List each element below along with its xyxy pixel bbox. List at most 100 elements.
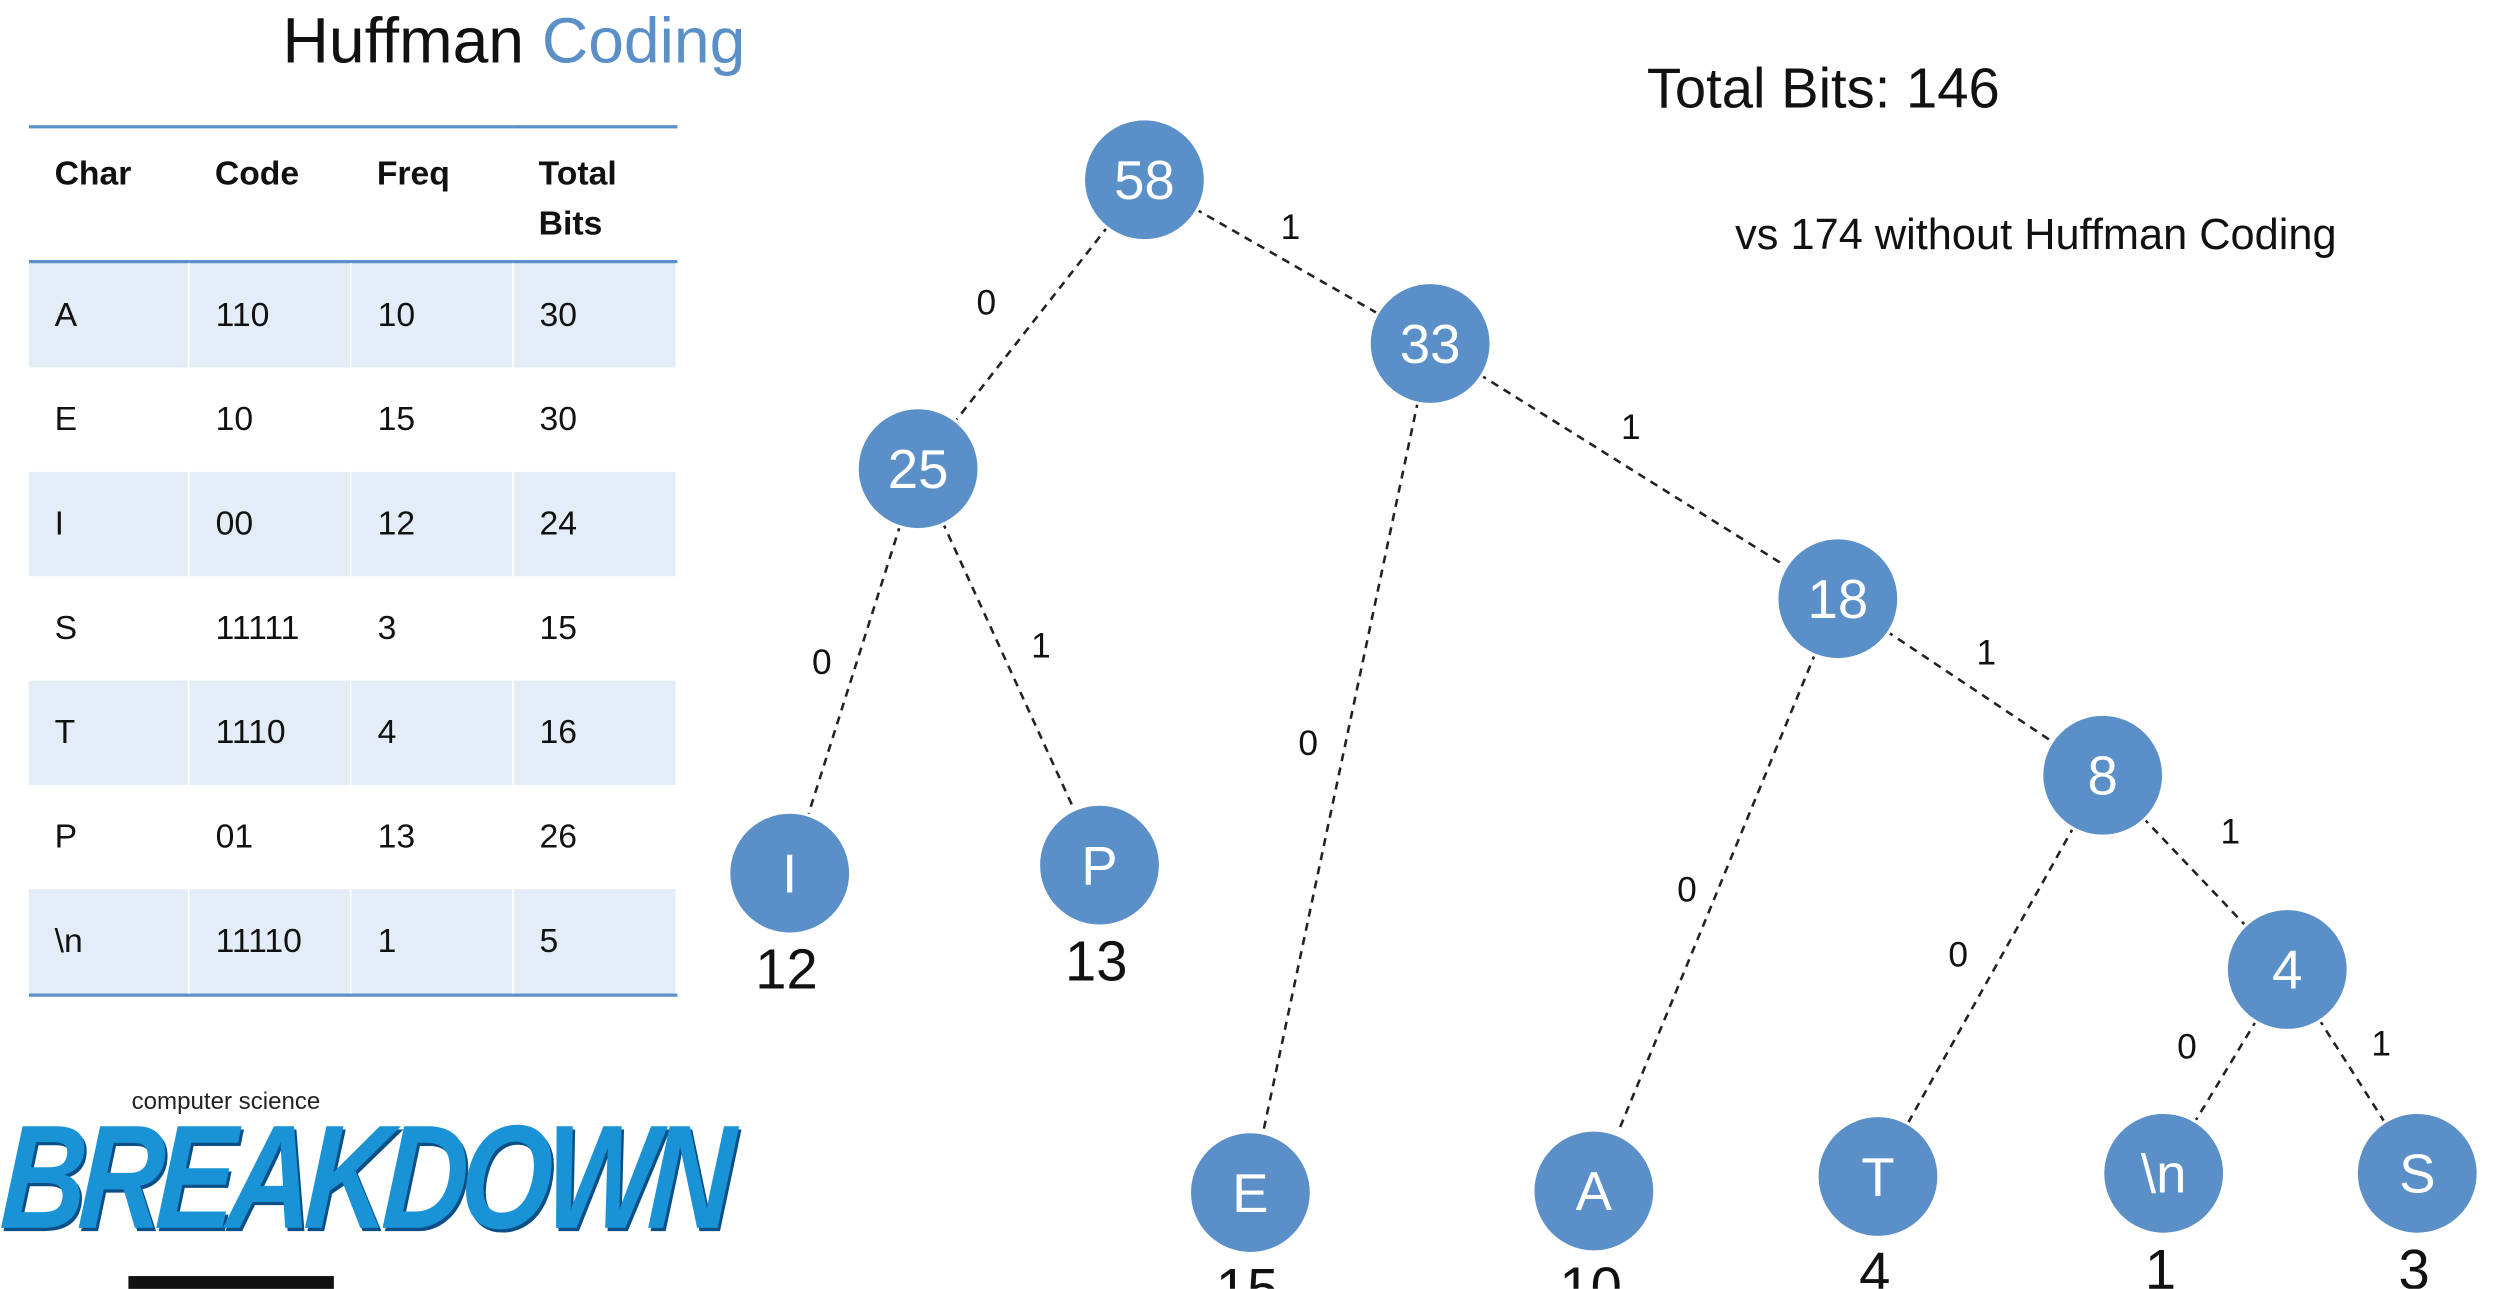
leaf-frequency: 1 bbox=[2145, 1238, 2176, 1289]
header-code: Code bbox=[189, 125, 352, 264]
table-row: T 1110 4 16 bbox=[28, 680, 678, 785]
cell-freq: 12 bbox=[351, 471, 514, 577]
leaf-frequency: 13 bbox=[1065, 930, 1127, 993]
leaf-node: P 13 bbox=[1036, 802, 1163, 993]
cell-freq: 4 bbox=[351, 680, 514, 785]
node-label: A bbox=[1576, 1161, 1613, 1222]
node-label: 25 bbox=[888, 439, 949, 500]
cell-char: S bbox=[28, 576, 190, 681]
cell-code: 10 bbox=[189, 367, 352, 472]
edge-bit-label: 1 bbox=[1281, 208, 1301, 247]
cell-char: I bbox=[28, 471, 190, 577]
title-word-huffman: Huffman bbox=[282, 6, 524, 78]
table-row: E 10 15 30 bbox=[28, 367, 678, 472]
page-title: Huffman Coding bbox=[282, 6, 745, 78]
node-label: P bbox=[1081, 835, 1117, 896]
edge-bit-label: 1 bbox=[1031, 626, 1051, 665]
node-circle bbox=[2101, 1110, 2227, 1236]
tree-edge bbox=[1592, 598, 1840, 1192]
leaf-frequency: 4 bbox=[1859, 1241, 1890, 1289]
node-label: 33 bbox=[1400, 314, 1461, 375]
leaf-node: A 10 bbox=[1531, 1128, 1657, 1289]
node-circle bbox=[1367, 280, 1493, 407]
code-table: Char Code Freq Total Bits A 110 10 30 E 10 15 3… bbox=[28, 125, 678, 997]
tree-edge bbox=[1429, 342, 1839, 600]
cell-total-bits: 24 bbox=[513, 471, 678, 577]
edge-bit-label: 1 bbox=[1621, 408, 1641, 447]
logo-top-text: computer science bbox=[131, 1088, 321, 1116]
edge-bit-label: 0 bbox=[1948, 935, 1968, 974]
table-row: P 01 13 26 bbox=[28, 784, 678, 890]
leaf-frequency: 10 bbox=[1559, 1256, 1621, 1289]
leaf-frequency: 15 bbox=[1216, 1257, 1278, 1289]
table-row: A 110 10 30 bbox=[28, 261, 678, 368]
internal-node: 58 bbox=[1081, 117, 1208, 243]
cell-char: T bbox=[28, 680, 190, 785]
node-label: 18 bbox=[1807, 569, 1868, 630]
leaf-frequency: 3 bbox=[2398, 1238, 2429, 1289]
node-label: E bbox=[1232, 1163, 1268, 1224]
table-row: \n 11110 1 5 bbox=[28, 889, 678, 997]
total-bits-label: Total Bits: 146 bbox=[1646, 57, 2000, 121]
tree-edge bbox=[1249, 343, 1432, 1193]
tree-edge bbox=[1876, 774, 2104, 1178]
cell-total-bits: 30 bbox=[513, 367, 678, 472]
cell-total-bits: 30 bbox=[513, 261, 678, 368]
cell-code: 110 bbox=[189, 261, 352, 368]
cell-char: A bbox=[28, 261, 190, 368]
cell-char: P bbox=[28, 784, 190, 890]
cell-freq: 13 bbox=[351, 784, 514, 890]
node-circle bbox=[1815, 1113, 1941, 1240]
leaf-node: S3 bbox=[2354, 1110, 2480, 1289]
node-label: T bbox=[1861, 1147, 1894, 1208]
leaf-frequency: 12 bbox=[755, 938, 817, 1001]
node-circle bbox=[1531, 1128, 1657, 1254]
table-row: S 11111 3 15 bbox=[28, 576, 678, 681]
header-total-bits: Total Bits bbox=[513, 125, 677, 264]
tree-edge bbox=[1143, 178, 1431, 345]
edge-bit-label: 0 bbox=[977, 284, 997, 323]
node-circle bbox=[855, 406, 981, 532]
cell-total-bits: 26 bbox=[513, 784, 678, 890]
cell-freq: 3 bbox=[351, 576, 514, 681]
title-word-coding: Coding bbox=[541, 6, 746, 78]
cell-code: 11110 bbox=[189, 889, 352, 997]
comparison-label: vs 174 without Huffman Coding bbox=[1735, 210, 2337, 259]
internal-node: 33 bbox=[1367, 280, 1493, 407]
leaf-node: E 15 bbox=[1187, 1129, 1313, 1289]
node-circle bbox=[1775, 536, 1901, 662]
edge-bit-label: 1 bbox=[2371, 1024, 2391, 1063]
tree-edge bbox=[2286, 968, 2419, 1175]
tree-edges: 0 1 0 1 0 1 0 1 0 1 0 1 bbox=[788, 178, 2419, 1193]
node-circle bbox=[727, 810, 853, 936]
cell-freq: 10 bbox=[351, 261, 514, 368]
node-label: 4 bbox=[2272, 940, 2302, 1001]
cell-total-bits: 5 bbox=[513, 889, 678, 997]
node-label: 58 bbox=[1114, 150, 1175, 211]
edge-bit-label: 0 bbox=[1677, 870, 1697, 909]
internal-node: 25 bbox=[855, 406, 981, 532]
edge-bit-label: 0 bbox=[812, 643, 832, 682]
table-header-row: Char Code Freq Total Bits bbox=[28, 125, 677, 264]
header-char: Char bbox=[28, 125, 190, 264]
tree-edge bbox=[916, 468, 1101, 866]
cell-total-bits: 15 bbox=[513, 576, 678, 681]
edge-bit-label: 1 bbox=[1976, 634, 1996, 673]
node-label: 8 bbox=[2088, 746, 2118, 807]
node-label: I bbox=[782, 843, 797, 904]
cell-code: 1110 bbox=[189, 680, 352, 785]
table-row: I 00 12 24 bbox=[28, 471, 678, 577]
node-label: S bbox=[2399, 1144, 2435, 1205]
node-label: \n bbox=[2141, 1144, 2187, 1205]
internal-node: 8 bbox=[2040, 712, 2166, 838]
node-circle bbox=[2224, 906, 2350, 1033]
cell-freq: 15 bbox=[351, 367, 514, 472]
node-circle bbox=[1036, 802, 1163, 928]
cell-char: E bbox=[28, 367, 190, 472]
cell-char: \n bbox=[28, 889, 190, 997]
leaf-node: T4 bbox=[1815, 1113, 1941, 1289]
internal-node: 18 bbox=[1775, 536, 1901, 662]
